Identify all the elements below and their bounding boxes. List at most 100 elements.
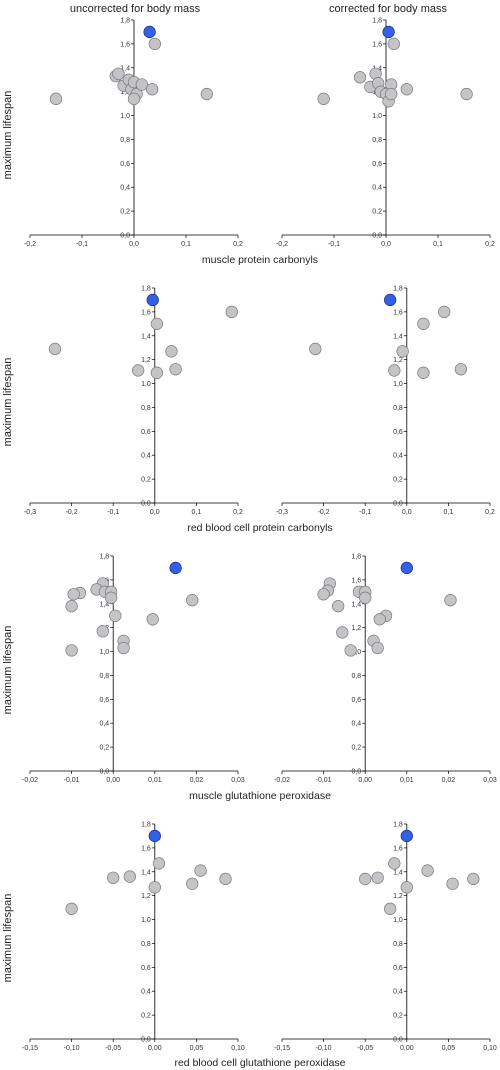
y-tick-label: 1,4 <box>99 601 109 608</box>
x-tick-label: 0,1 <box>181 241 191 248</box>
y-tick-label: 0,6 <box>372 161 382 168</box>
x-tick-label: -0,1 <box>76 241 88 248</box>
data-point <box>67 588 80 601</box>
data-point <box>49 92 63 105</box>
data-point <box>309 342 322 356</box>
y-tick-label: 1,8 <box>393 286 403 293</box>
panel-row1-corrected: -0,2-0,10,00,10,20,00,20,40,60,81,01,21,… <box>276 18 495 249</box>
data-point <box>388 857 401 870</box>
y-tick-label: 1,6 <box>393 845 403 852</box>
y-tick-label: 1,8 <box>141 286 151 293</box>
y-tick-label: 1,0 <box>120 113 130 120</box>
x-tick-label: -0,10 <box>316 1045 332 1052</box>
data-point <box>336 626 349 639</box>
data-point <box>344 644 357 657</box>
row4-xlabel: red blood cell glutathione peroxidase <box>174 1057 345 1069</box>
y-tick-label: 0,6 <box>393 429 403 436</box>
panel-row4-uncorrected: -0,15 -0,10 -0,05 0,00 0,05 0,10 0,0 0,2 0,4 0,6 0… <box>22 822 245 1053</box>
data-point <box>186 594 199 607</box>
y-tick-label: 0,2 <box>393 1013 403 1020</box>
highlight-point <box>169 561 182 575</box>
y-tick-label: 1,2 <box>351 625 361 632</box>
column-title-corrected: corrected for body mass <box>329 3 447 15</box>
data-point <box>65 644 78 657</box>
y-tick-label: 0,0 <box>120 233 130 240</box>
y-tick-label: 0,0 <box>99 769 109 776</box>
row2-xlabel: red blood cell protein carbonyls <box>187 522 332 534</box>
data-point <box>194 864 207 877</box>
y-tick-label: 0,6 <box>120 161 130 168</box>
y-tick-label: 0,0 <box>141 1037 151 1044</box>
y-tick-label: 0,2 <box>141 1013 151 1020</box>
data-point <box>359 591 372 604</box>
panel-row2-corrected: -0,3 -0,2 -0,1 0,0 0,1 0,2 0,0 0,2 0,4 0,6 0,8 1,0 1… <box>276 286 495 517</box>
y-tick-label: 0,6 <box>351 697 361 704</box>
data-point <box>146 613 159 626</box>
y-tick-label: 1,2 <box>120 89 130 96</box>
y-tick-label: 0,4 <box>141 989 151 996</box>
data-point <box>460 87 473 101</box>
data-point <box>225 305 238 319</box>
x-tick-label: 0,02 <box>190 777 204 784</box>
row4-ylabel: maximum lifespan <box>2 894 14 983</box>
x-tick-label: 0,00 <box>148 1045 162 1052</box>
data-point <box>317 92 330 105</box>
data-point <box>146 83 159 96</box>
y-tick-label: 0,2 <box>99 745 109 752</box>
column-title-uncorrected: uncorrected for body mass <box>70 3 201 15</box>
y-tick-label: 0,8 <box>351 673 361 680</box>
x-tick-label: -0,2 <box>318 509 330 516</box>
x-tick-label: 0,00 <box>106 777 120 784</box>
panel-row4-corrected: -0,15 -0,10 -0,05 0,00 0,05 0,10 0,0 0,2 0,4 0,6 0… <box>274 822 497 1053</box>
x-tick-label: 0,1 <box>192 509 202 516</box>
data-point <box>359 872 372 886</box>
y-tick-label: 1,0 <box>99 649 109 656</box>
x-tick-label: 0,0 <box>129 241 139 248</box>
data-point <box>446 877 459 890</box>
data-point <box>388 364 401 377</box>
panel-row3-uncorrected: -0,02 -0,01 0,00 0,01 0,02 0,03 0,0 0,2 0,4 0,6 0,… <box>22 554 245 785</box>
data-point <box>444 594 457 607</box>
highlight-point <box>143 25 156 39</box>
y-tick-label: 0,0 <box>141 501 151 508</box>
x-tick-label: -0,10 <box>64 1045 80 1052</box>
data-point <box>417 366 430 379</box>
y-tick-label: 1,4 <box>141 869 151 876</box>
data-point <box>400 83 413 96</box>
highlight-point <box>400 561 413 575</box>
y-tick-label: 1,2 <box>141 893 151 900</box>
x-tick-label: -0,02 <box>22 777 38 784</box>
x-tick-label: -0,1 <box>107 509 119 516</box>
data-point <box>165 345 178 358</box>
x-tick-label: -0,15 <box>22 1045 38 1052</box>
data-point <box>317 588 330 601</box>
data-point <box>169 363 182 376</box>
x-tick-label: 0,01 <box>148 777 162 784</box>
y-tick-label: 1,8 <box>372 18 382 25</box>
y-tick-label: 0,0 <box>393 1037 403 1044</box>
x-tick-label: 0,1 <box>433 241 443 248</box>
data-point <box>384 902 397 915</box>
panel-row3-corrected: -0,02 -0,01 0,00 0,01 0,02 0,03 0,0 0,2 0,4 0,6 0,… <box>274 554 497 785</box>
x-tick-label: 0,05 <box>190 1045 204 1052</box>
y-tick-label: 0,0 <box>351 769 361 776</box>
y-tick-label: 0,8 <box>141 941 151 948</box>
data-point <box>117 641 130 655</box>
x-tick-label: -0,05 <box>357 1045 373 1052</box>
y-tick-label: 1,6 <box>372 41 382 48</box>
data-point <box>112 67 125 80</box>
row3-xlabel: muscle glutathione peroxidase <box>189 790 331 802</box>
y-tick-label: 1,0 <box>393 381 403 388</box>
data-point <box>150 366 164 379</box>
y-tick-label: 1,2 <box>141 357 151 364</box>
data-point <box>385 87 398 101</box>
y-tick-label: 0,8 <box>141 405 151 412</box>
data-point <box>417 317 430 330</box>
data-point <box>371 871 384 884</box>
y-tick-label: 0,8 <box>120 137 130 144</box>
x-tick-label: -0,3 <box>24 509 36 516</box>
x-tick-label: -0,1 <box>359 509 371 516</box>
y-tick-label: 1,8 <box>99 554 109 561</box>
y-tick-label: 0,2 <box>120 209 130 216</box>
